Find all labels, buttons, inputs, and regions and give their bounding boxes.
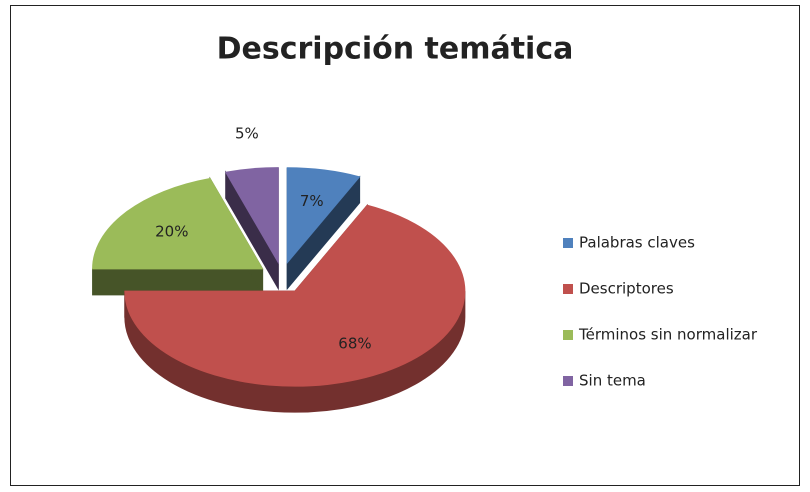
pie-slice: [224, 167, 279, 291]
chart-title: Descripción temática: [217, 32, 574, 67]
legend-label: Palabras claves: [579, 234, 695, 252]
data-label: 7%: [300, 192, 324, 210]
legend-swatch: [563, 284, 573, 294]
pie-slice: [92, 176, 264, 297]
data-label: 5%: [235, 124, 259, 142]
slice-top: [92, 177, 264, 270]
legend-swatch: [563, 238, 573, 248]
pie-slice: [124, 203, 466, 413]
legend-label: Descriptores: [579, 280, 674, 298]
slice-top: [224, 167, 279, 265]
legend-label: Términos sin normalizar: [578, 326, 758, 344]
slice-top: [124, 204, 466, 387]
legend-swatch: [563, 376, 573, 386]
data-label: 68%: [338, 335, 371, 353]
legend-label: Sin tema: [579, 372, 646, 390]
slice-top: [286, 167, 361, 265]
pie-slice: [286, 167, 361, 291]
legend-swatch: [563, 330, 573, 340]
data-label: 20%: [155, 222, 188, 240]
